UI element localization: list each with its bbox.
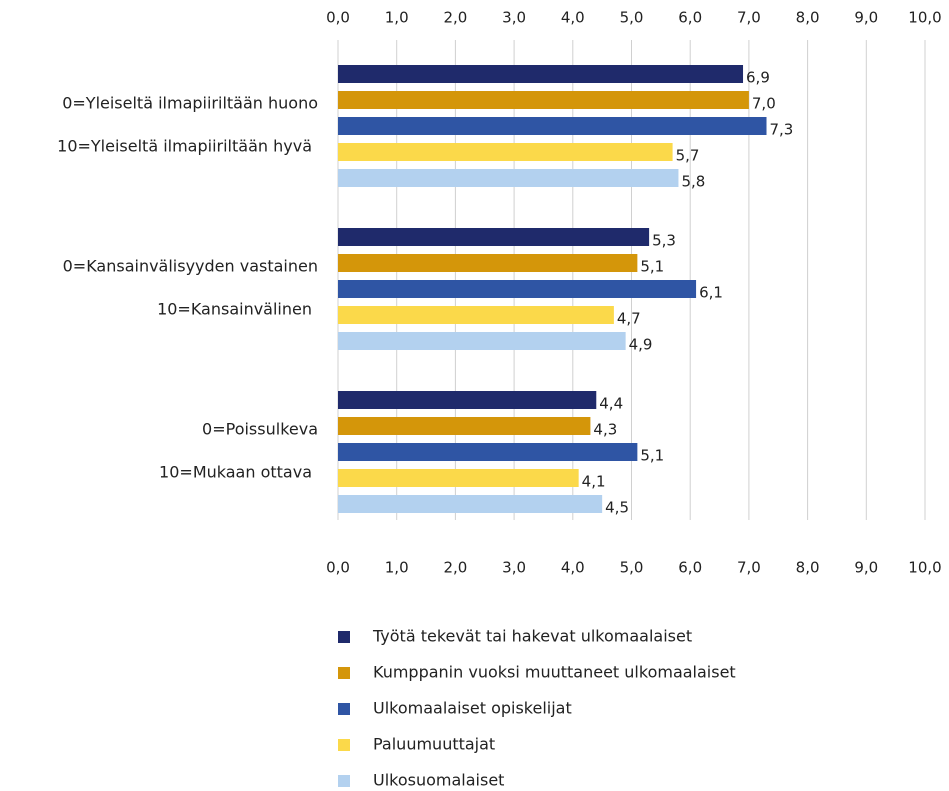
bar [338, 495, 603, 513]
legend-swatch [338, 739, 350, 751]
bar [338, 391, 597, 409]
bar [338, 280, 697, 298]
bar [338, 332, 626, 350]
legend-swatch [338, 667, 350, 679]
legend-label: Kumppanin vuoksi muuttaneet ulkomaalaise… [373, 663, 736, 682]
x-tick-label-bottom: 3,0 [502, 559, 526, 577]
value-label: 5,7 [676, 147, 700, 165]
legend-label: Ulkosuomalaiset [373, 771, 504, 790]
value-label: 4,3 [593, 421, 617, 439]
x-tick-label-bottom: 8,0 [796, 559, 820, 577]
x-tick-label-bottom: 2,0 [443, 559, 467, 577]
category-label: 0=Poissulkeva [202, 420, 318, 439]
bar [338, 169, 679, 187]
x-tick-label-top: 6,0 [678, 9, 702, 27]
value-label: 5,3 [652, 232, 676, 250]
value-label: 5,1 [640, 447, 664, 465]
value-label: 4,1 [582, 473, 606, 491]
bar [338, 254, 638, 272]
legend-label: Ulkomaalaiset opiskelijat [373, 699, 572, 718]
value-label: 4,9 [629, 336, 653, 354]
value-label: 7,0 [752, 95, 776, 113]
legend-label: Paluumuuttajat [373, 735, 495, 754]
x-tick-label-top: 4,0 [561, 9, 585, 27]
x-tick-label-bottom: 6,0 [678, 559, 702, 577]
x-tick-label-bottom: 10,0 [908, 559, 941, 577]
category-label: 10=Yleiseltä ilmapiiriltään hyvä [57, 137, 312, 156]
x-tick-label-top: 7,0 [737, 9, 761, 27]
x-tick-label-top: 5,0 [620, 9, 644, 27]
x-tick-label-top: 2,0 [443, 9, 467, 27]
x-tick-label-bottom: 1,0 [385, 559, 409, 577]
bar [338, 417, 591, 435]
category-label: 0=Kansainvälisyyden vastainen [63, 257, 318, 276]
value-label: 6,1 [699, 284, 723, 302]
legend-label: Työtä tekevät tai hakevat ulkomaalaiset [372, 627, 692, 646]
legend-swatch [338, 631, 350, 643]
bar [338, 117, 767, 135]
x-tick-label-top: 9,0 [854, 9, 878, 27]
legend-swatch [338, 703, 350, 715]
x-tick-label-bottom: 5,0 [620, 559, 644, 577]
value-label: 5,8 [681, 173, 705, 191]
value-label: 4,4 [599, 395, 623, 413]
x-tick-label-bottom: 7,0 [737, 559, 761, 577]
category-label: 10=Mukaan ottava [159, 463, 312, 482]
category-label: 10=Kansainvälinen [157, 300, 312, 319]
bar [338, 65, 744, 83]
value-label: 6,9 [746, 69, 770, 87]
x-tick-label-top: 10,0 [908, 9, 941, 27]
value-label: 5,1 [640, 258, 664, 276]
legend-swatch [338, 775, 350, 787]
x-tick-label-bottom: 4,0 [561, 559, 585, 577]
x-tick-label-top: 8,0 [796, 9, 820, 27]
value-label: 4,5 [605, 499, 629, 517]
x-tick-label-top: 1,0 [385, 9, 409, 27]
bar [338, 228, 650, 246]
x-tick-label-bottom: 9,0 [854, 559, 878, 577]
bar [338, 91, 749, 109]
value-label: 7,3 [770, 121, 794, 139]
bar [338, 143, 673, 161]
value-label: 4,7 [617, 310, 641, 328]
x-tick-label-bottom: 0,0 [326, 559, 350, 577]
bar [338, 443, 638, 461]
bar [338, 469, 579, 487]
bar [338, 306, 614, 324]
x-tick-label-top: 0,0 [326, 9, 350, 27]
category-label: 0=Yleiseltä ilmapiiriltään huono [62, 94, 318, 113]
x-tick-label-top: 3,0 [502, 9, 526, 27]
